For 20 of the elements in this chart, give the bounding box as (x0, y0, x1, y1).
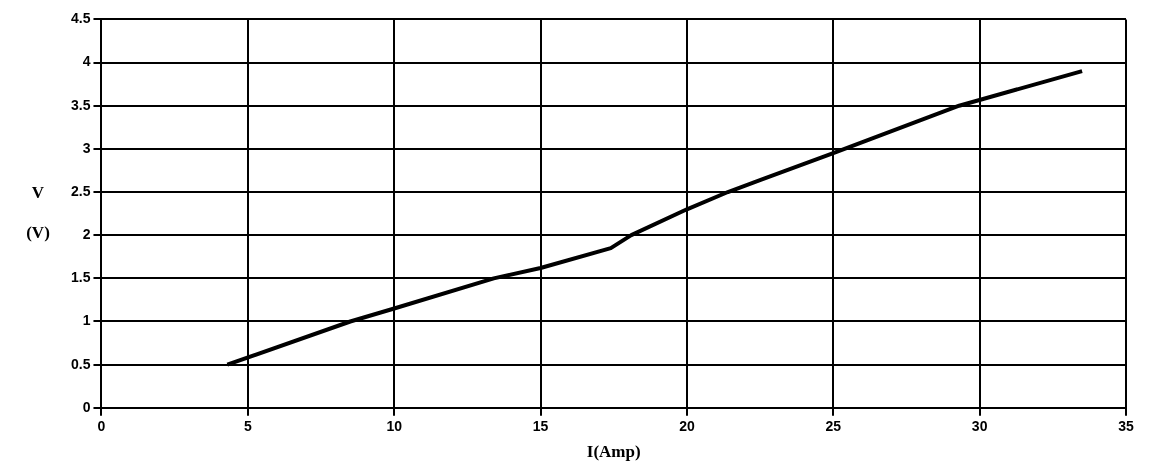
x-tick-label: 5 (243, 418, 252, 435)
y-tick-label: 4.5 (70, 10, 91, 27)
y-tick-label: 1 (82, 312, 91, 329)
y-tick-label: 2.5 (70, 182, 91, 199)
x-tick-label: 25 (825, 418, 842, 435)
x-tick-label: 15 (532, 418, 549, 435)
y-tick-label: 0 (82, 398, 91, 415)
y-tick-label: 1.5 (70, 269, 91, 286)
x-tick-label: 35 (1118, 418, 1134, 435)
y-tick-label: 0.5 (70, 355, 91, 372)
x-tick-label: 10 (386, 418, 403, 435)
y-tick-label: 4 (82, 53, 91, 70)
y-tick-label: 3 (82, 139, 91, 156)
x-tick-label: 20 (679, 418, 695, 435)
y-tick-label: 3.5 (70, 96, 91, 113)
x-tick-label: 0 (97, 418, 106, 435)
y-tick-label: 2 (82, 226, 91, 243)
x-tick-label: 30 (971, 418, 988, 435)
text: V (V) (26, 182, 50, 242)
x-axis-title: I(Amp) (586, 442, 641, 462)
